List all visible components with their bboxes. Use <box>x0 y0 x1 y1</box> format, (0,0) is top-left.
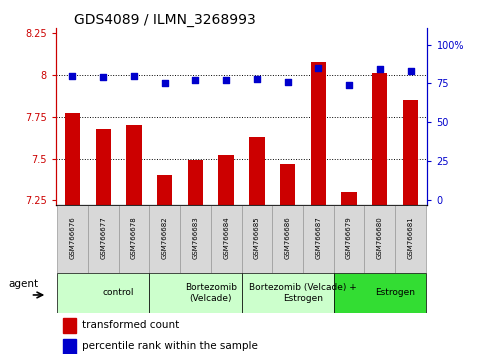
Point <box>376 67 384 72</box>
FancyBboxPatch shape <box>272 205 303 273</box>
FancyBboxPatch shape <box>180 205 211 273</box>
Text: GSM766685: GSM766685 <box>254 216 260 259</box>
Text: GSM766678: GSM766678 <box>131 216 137 259</box>
Bar <box>403 100 418 205</box>
Point <box>222 78 230 83</box>
Bar <box>63 339 76 354</box>
Bar <box>249 137 265 205</box>
FancyBboxPatch shape <box>242 273 334 313</box>
FancyBboxPatch shape <box>395 205 426 273</box>
FancyBboxPatch shape <box>211 205 242 273</box>
Text: agent: agent <box>8 279 39 289</box>
FancyBboxPatch shape <box>303 205 334 273</box>
Text: percentile rank within the sample: percentile rank within the sample <box>82 341 258 352</box>
Point <box>161 81 169 86</box>
Bar <box>218 155 234 205</box>
Text: control: control <box>103 289 134 297</box>
Bar <box>188 160 203 205</box>
Text: GSM766684: GSM766684 <box>223 216 229 259</box>
Point <box>345 82 353 88</box>
Text: Bortezomib (Velcade) +
Estrogen: Bortezomib (Velcade) + Estrogen <box>249 283 357 303</box>
Text: GSM766680: GSM766680 <box>377 216 383 259</box>
Text: GSM766681: GSM766681 <box>408 216 413 259</box>
Text: GSM766683: GSM766683 <box>192 216 199 259</box>
Point <box>99 74 107 80</box>
FancyBboxPatch shape <box>149 273 242 313</box>
FancyBboxPatch shape <box>242 205 272 273</box>
FancyBboxPatch shape <box>118 205 149 273</box>
Text: GSM766682: GSM766682 <box>162 216 168 259</box>
Text: Bortezomib
(Velcade): Bortezomib (Velcade) <box>185 283 237 303</box>
FancyBboxPatch shape <box>149 205 180 273</box>
Bar <box>372 73 387 205</box>
Bar <box>63 318 76 333</box>
Text: GSM766687: GSM766687 <box>315 216 321 259</box>
Point <box>284 79 291 85</box>
Text: GSM766676: GSM766676 <box>70 216 75 259</box>
Text: Estrogen: Estrogen <box>375 289 415 297</box>
Point <box>130 73 138 79</box>
FancyBboxPatch shape <box>57 273 149 313</box>
FancyBboxPatch shape <box>88 205 118 273</box>
Bar <box>157 175 172 205</box>
Bar <box>96 129 111 205</box>
Point <box>192 78 199 83</box>
FancyBboxPatch shape <box>334 205 365 273</box>
FancyBboxPatch shape <box>334 273 426 313</box>
FancyBboxPatch shape <box>365 205 395 273</box>
Point <box>253 76 261 82</box>
Text: GSM766677: GSM766677 <box>100 216 106 259</box>
Point <box>69 73 76 79</box>
Text: GSM766686: GSM766686 <box>284 216 291 259</box>
Bar <box>65 114 80 205</box>
Text: transformed count: transformed count <box>82 320 179 330</box>
Point <box>314 65 322 71</box>
Bar <box>280 164 295 205</box>
Text: GSM766679: GSM766679 <box>346 216 352 259</box>
Text: GDS4089 / ILMN_3268993: GDS4089 / ILMN_3268993 <box>74 13 256 27</box>
Bar <box>126 125 142 205</box>
Point <box>407 68 414 74</box>
Bar <box>311 62 326 205</box>
Bar <box>341 192 357 205</box>
FancyBboxPatch shape <box>57 205 88 273</box>
